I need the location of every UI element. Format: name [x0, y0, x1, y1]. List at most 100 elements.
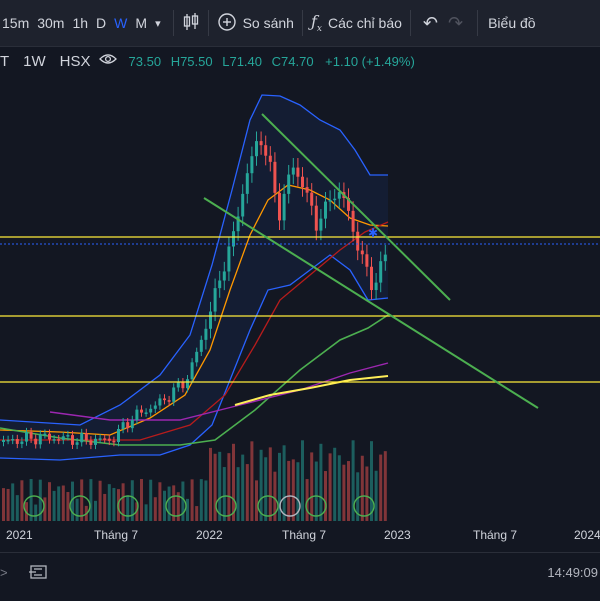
- volume-bar: [89, 479, 93, 521]
- candle-body: [75, 442, 79, 445]
- volume-bar: [158, 482, 162, 521]
- eye-icon[interactable]: [98, 52, 117, 70]
- candle-body: [305, 187, 309, 193]
- volume-bar: [186, 498, 189, 521]
- candle-body: [222, 271, 226, 281]
- signal-marker: [23, 495, 45, 517]
- candle-body: [347, 198, 350, 211]
- volume-bar: [351, 440, 355, 521]
- volume-bar: [181, 481, 185, 521]
- timeframe-w[interactable]: W: [114, 15, 128, 31]
- divider: [477, 10, 479, 36]
- volume-bar: [250, 441, 254, 521]
- ma-long-line: [49, 362, 389, 421]
- candle-body: [84, 433, 88, 441]
- volume-bar: [383, 451, 387, 521]
- candle-body: [287, 174, 291, 194]
- change-value: +1.10 (+1.49%): [325, 53, 415, 69]
- candle-body: [324, 201, 327, 219]
- volume-bar: [232, 443, 235, 521]
- volume-bar: [264, 457, 268, 521]
- candle-body: [310, 192, 314, 206]
- volume-bar: [301, 440, 304, 521]
- candle-body: [25, 432, 28, 442]
- signal-marker: [353, 495, 375, 517]
- timeframe-d[interactable]: D: [96, 15, 107, 31]
- timeframe-m[interactable]: M: [135, 15, 148, 31]
- volume-bar: [11, 483, 15, 521]
- volume-bar: [29, 479, 33, 521]
- volume-bar: [347, 461, 350, 521]
- indicators-button[interactable]: ƒx Các chỉ báo: [311, 12, 402, 34]
- replay-icon[interactable]: [28, 563, 48, 586]
- volume-bar: [291, 459, 295, 521]
- volume-bar: [342, 464, 346, 521]
- candles: [2, 131, 387, 450]
- candle-body: [296, 167, 300, 177]
- candle-body: [365, 254, 369, 267]
- volume-bar: [273, 471, 277, 521]
- candle-body: [232, 231, 235, 247]
- redo-icon[interactable]: ↷: [448, 12, 464, 33]
- volume-bar: [149, 479, 153, 521]
- volume-bar: [130, 480, 134, 521]
- volume-bar: [360, 455, 364, 521]
- high-value: H75.50: [170, 53, 213, 69]
- volume-bar: [356, 472, 360, 521]
- volume-bar: [66, 492, 70, 521]
- candle-body: [204, 328, 208, 340]
- chart-type-label[interactable]: Biểu đồ: [488, 15, 536, 31]
- last-price-marker: ✱: [368, 226, 378, 240]
- signal-marker: [69, 495, 91, 517]
- signal-marker: [165, 495, 187, 517]
- volume-bar: [236, 467, 240, 521]
- top-toolbar: 15m 30m 1h D W M ▾ So sánh ƒx Các chỉ bá…: [0, 0, 600, 47]
- volume-bar: [98, 480, 102, 521]
- time-axis[interactable]: 2021 Tháng 7 2022 Tháng 7 2023 Tháng 7 2…: [0, 524, 600, 548]
- candle-body: [259, 141, 263, 146]
- candle-body: [140, 409, 143, 413]
- trendline-lower: [203, 197, 539, 409]
- candle-body: [112, 440, 116, 443]
- compare-button[interactable]: So sánh: [217, 12, 294, 35]
- candlestick-icon[interactable]: [182, 12, 200, 35]
- timeframe-15m[interactable]: 15m: [2, 15, 30, 31]
- volume-bar: [103, 493, 107, 521]
- candle-body: [337, 192, 341, 199]
- candle-body: [268, 155, 272, 162]
- candle-body: [89, 440, 93, 445]
- left-arrow-icon[interactable]: >: [0, 565, 8, 580]
- candle-body: [199, 339, 203, 352]
- divider: [172, 10, 174, 36]
- candle-body: [282, 193, 286, 221]
- volume-bar: [15, 495, 19, 521]
- ma-yellow-line: [234, 375, 389, 406]
- divider: [207, 10, 209, 36]
- symbol-name[interactable]: T: [0, 52, 10, 70]
- candle-body: [360, 250, 364, 255]
- candle-body: [158, 398, 162, 406]
- volume-bar: [328, 453, 332, 521]
- candle-body: [61, 436, 65, 440]
- candle-body: [213, 288, 217, 312]
- volume-bar: [6, 488, 10, 521]
- volume-bar: [379, 454, 383, 521]
- undo-icon[interactable]: ↶: [422, 12, 438, 33]
- timeframe-1h[interactable]: 1h: [72, 15, 89, 31]
- chevron-down-icon[interactable]: ▾: [155, 17, 161, 30]
- volume-bar: [337, 455, 341, 521]
- candle-body: [218, 280, 222, 289]
- bollinger-lower-line: [0, 254, 389, 461]
- candle-body: [71, 435, 74, 445]
- interval-label[interactable]: 1W: [23, 52, 46, 70]
- candle-body: [57, 439, 61, 441]
- volume-bar: [176, 492, 180, 521]
- candle-body: [94, 438, 97, 445]
- volume-bar: [107, 484, 111, 521]
- volume-bar: [213, 453, 217, 521]
- timeframe-30m[interactable]: 30m: [37, 15, 65, 31]
- candle-body: [328, 199, 332, 202]
- volume-bar: [218, 451, 222, 521]
- clock-readout[interactable]: 14:49:09: [547, 565, 598, 580]
